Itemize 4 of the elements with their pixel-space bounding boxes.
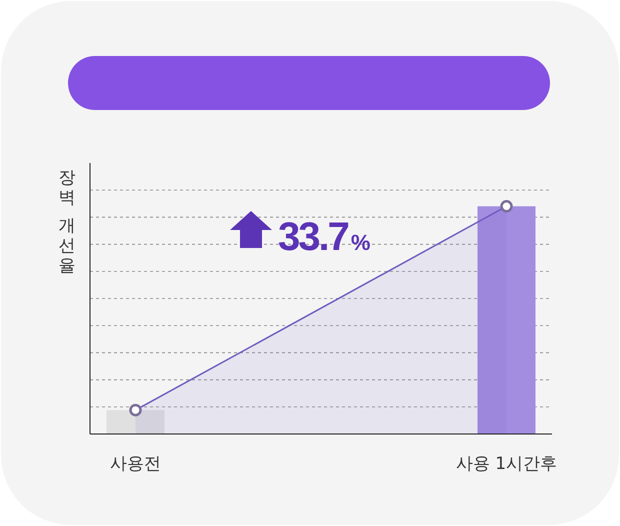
x-tick-label: 사용 1시간후 <box>456 454 558 474</box>
y-axis-title: 장벽 개선율 <box>58 168 76 276</box>
x-tick-label: 사용전 <box>110 454 161 474</box>
annotation: 33.7% <box>278 215 370 259</box>
